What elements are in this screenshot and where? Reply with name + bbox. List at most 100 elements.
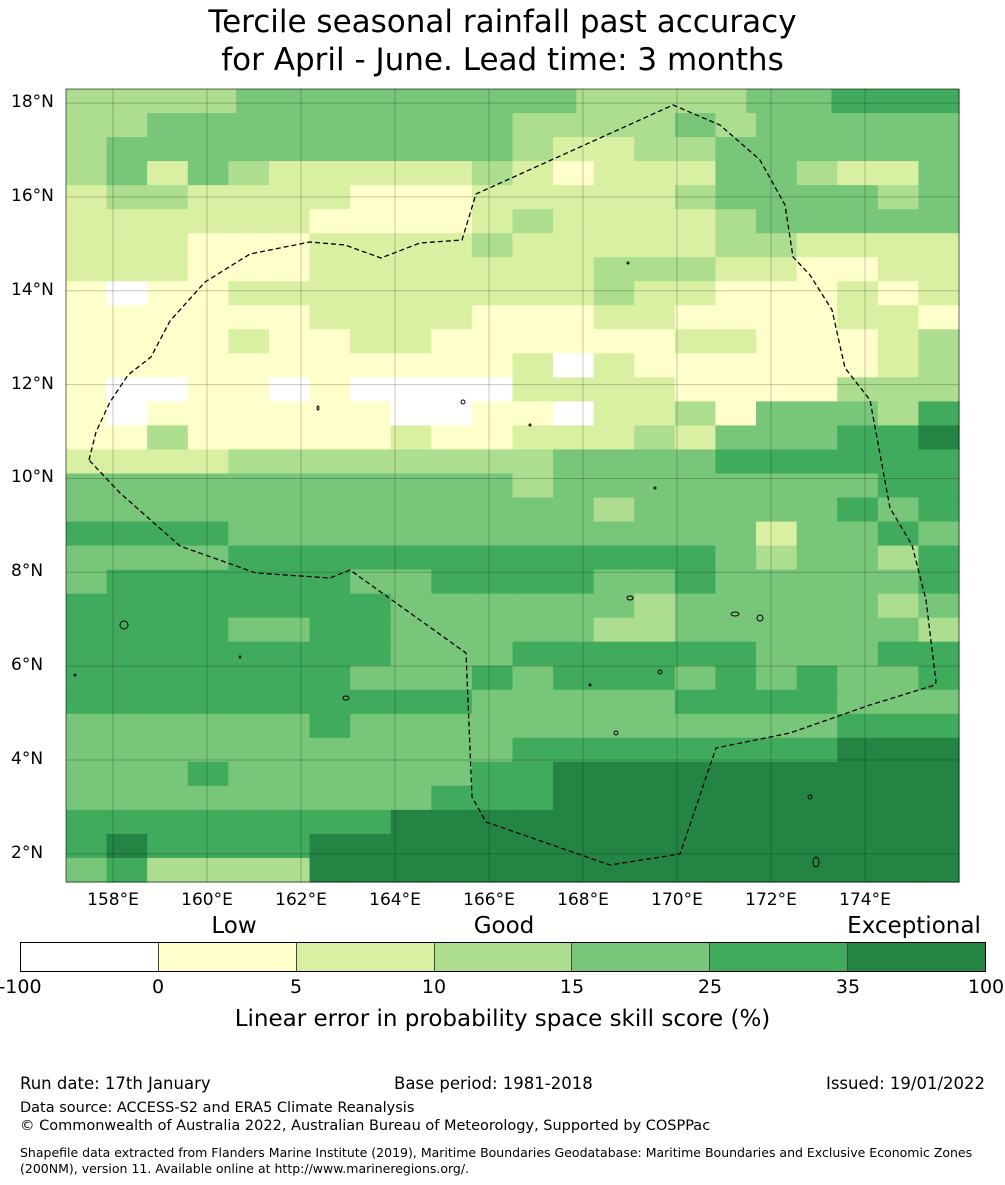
grid-cell <box>431 401 473 427</box>
grid-cell <box>634 473 676 499</box>
grid-cell <box>715 857 757 883</box>
grid-cell <box>553 233 595 258</box>
grid-cell <box>918 665 960 691</box>
grid-cell <box>66 737 108 763</box>
grid-cell <box>796 785 838 811</box>
grid-cell <box>66 473 108 499</box>
grid-cell <box>593 593 635 619</box>
grid-cell <box>309 353 351 378</box>
grid-cell <box>350 617 392 643</box>
grid-cell <box>756 713 798 739</box>
grid-cell <box>756 761 798 787</box>
grid-cell <box>877 473 920 499</box>
grid-cell <box>471 113 514 138</box>
grid-cell <box>268 617 311 643</box>
grid-cell <box>471 449 514 475</box>
latitude-label: 14°N <box>11 279 54 300</box>
island-outline <box>812 856 820 868</box>
grid-cell <box>674 737 717 763</box>
grid-cell <box>187 185 229 210</box>
grid-cell <box>918 713 960 739</box>
latitude-label: 16°N <box>11 185 54 206</box>
grid-cell <box>390 641 432 667</box>
grid-cell <box>618 89 662 114</box>
colorbar-tick-label: 0 <box>151 976 165 998</box>
grid-cell <box>756 137 798 162</box>
latitude-label: 6°N <box>11 655 44 676</box>
grid-cell <box>674 857 717 883</box>
grid-cell <box>309 665 351 691</box>
grid-cell <box>309 257 351 282</box>
grid-cell <box>634 713 676 739</box>
grid-cell <box>512 689 554 715</box>
grid-cell <box>674 353 717 378</box>
grid-cell <box>268 713 311 739</box>
grid-cell <box>796 713 838 739</box>
grid-cell <box>471 161 514 186</box>
grid-cell <box>236 89 280 114</box>
grid-cell <box>715 785 757 811</box>
grid-cell <box>715 257 757 282</box>
grid-cell <box>350 569 392 595</box>
grid-cell <box>147 593 189 619</box>
grid-cell <box>471 761 514 787</box>
grid-cell <box>268 137 311 162</box>
colorbar-segment <box>434 943 573 971</box>
grid-cell <box>837 713 879 739</box>
grid-cell <box>674 473 717 499</box>
grid-cell <box>228 305 270 330</box>
grid-cell <box>553 521 595 547</box>
grid-cell <box>350 281 392 306</box>
grid-cell <box>553 809 595 835</box>
grid-cell <box>268 545 311 571</box>
grid-cell <box>746 89 790 114</box>
grid-cell <box>350 665 392 691</box>
grid-cell <box>553 737 595 763</box>
grid-cell <box>553 713 595 739</box>
grid-cell <box>350 833 392 859</box>
grid-cell <box>661 89 705 114</box>
grid-cell <box>390 857 432 883</box>
grid-cell <box>593 329 635 354</box>
grid-cell <box>916 89 960 114</box>
grid-cell <box>66 233 108 258</box>
grid-cell <box>228 257 270 282</box>
skill-grid-cells <box>66 89 960 883</box>
grid-cell <box>593 425 635 451</box>
grid-cell <box>837 257 879 282</box>
grid-cell <box>390 833 432 859</box>
grid-cell <box>593 113 635 138</box>
grid-cell <box>553 473 595 499</box>
grid-cell <box>877 689 920 715</box>
grid-cell <box>66 209 108 234</box>
grid-cell <box>278 89 322 114</box>
grid-cell <box>756 569 798 595</box>
grid-cell <box>756 833 798 859</box>
grid-cell <box>106 617 148 643</box>
grid-cell <box>593 161 635 186</box>
island-outline <box>342 695 350 701</box>
grid-cell <box>796 209 838 234</box>
grid-cell <box>576 89 620 114</box>
grid-cell <box>674 449 717 475</box>
grid-cell <box>228 425 270 451</box>
grid-cell <box>268 761 311 787</box>
copyright: © Commonwealth of Australia 2022, Austra… <box>20 1118 711 1134</box>
grid-cell <box>471 329 514 354</box>
grid-cell <box>877 185 920 210</box>
grid-cell <box>918 377 960 402</box>
grid-cell <box>187 665 229 691</box>
grid-cell <box>147 785 189 811</box>
grid-cell <box>918 809 960 835</box>
grid-cell <box>309 809 351 835</box>
grid-cell <box>471 257 514 282</box>
island-outline <box>657 669 663 675</box>
grid-cell <box>390 665 432 691</box>
grid-cell <box>796 185 838 210</box>
grid-cell <box>918 737 960 763</box>
grid-cell <box>268 449 311 475</box>
grid-cell <box>877 401 920 427</box>
grid-cell <box>796 281 838 306</box>
longitude-label: 162°E <box>275 890 327 910</box>
grid-cell <box>634 329 676 354</box>
